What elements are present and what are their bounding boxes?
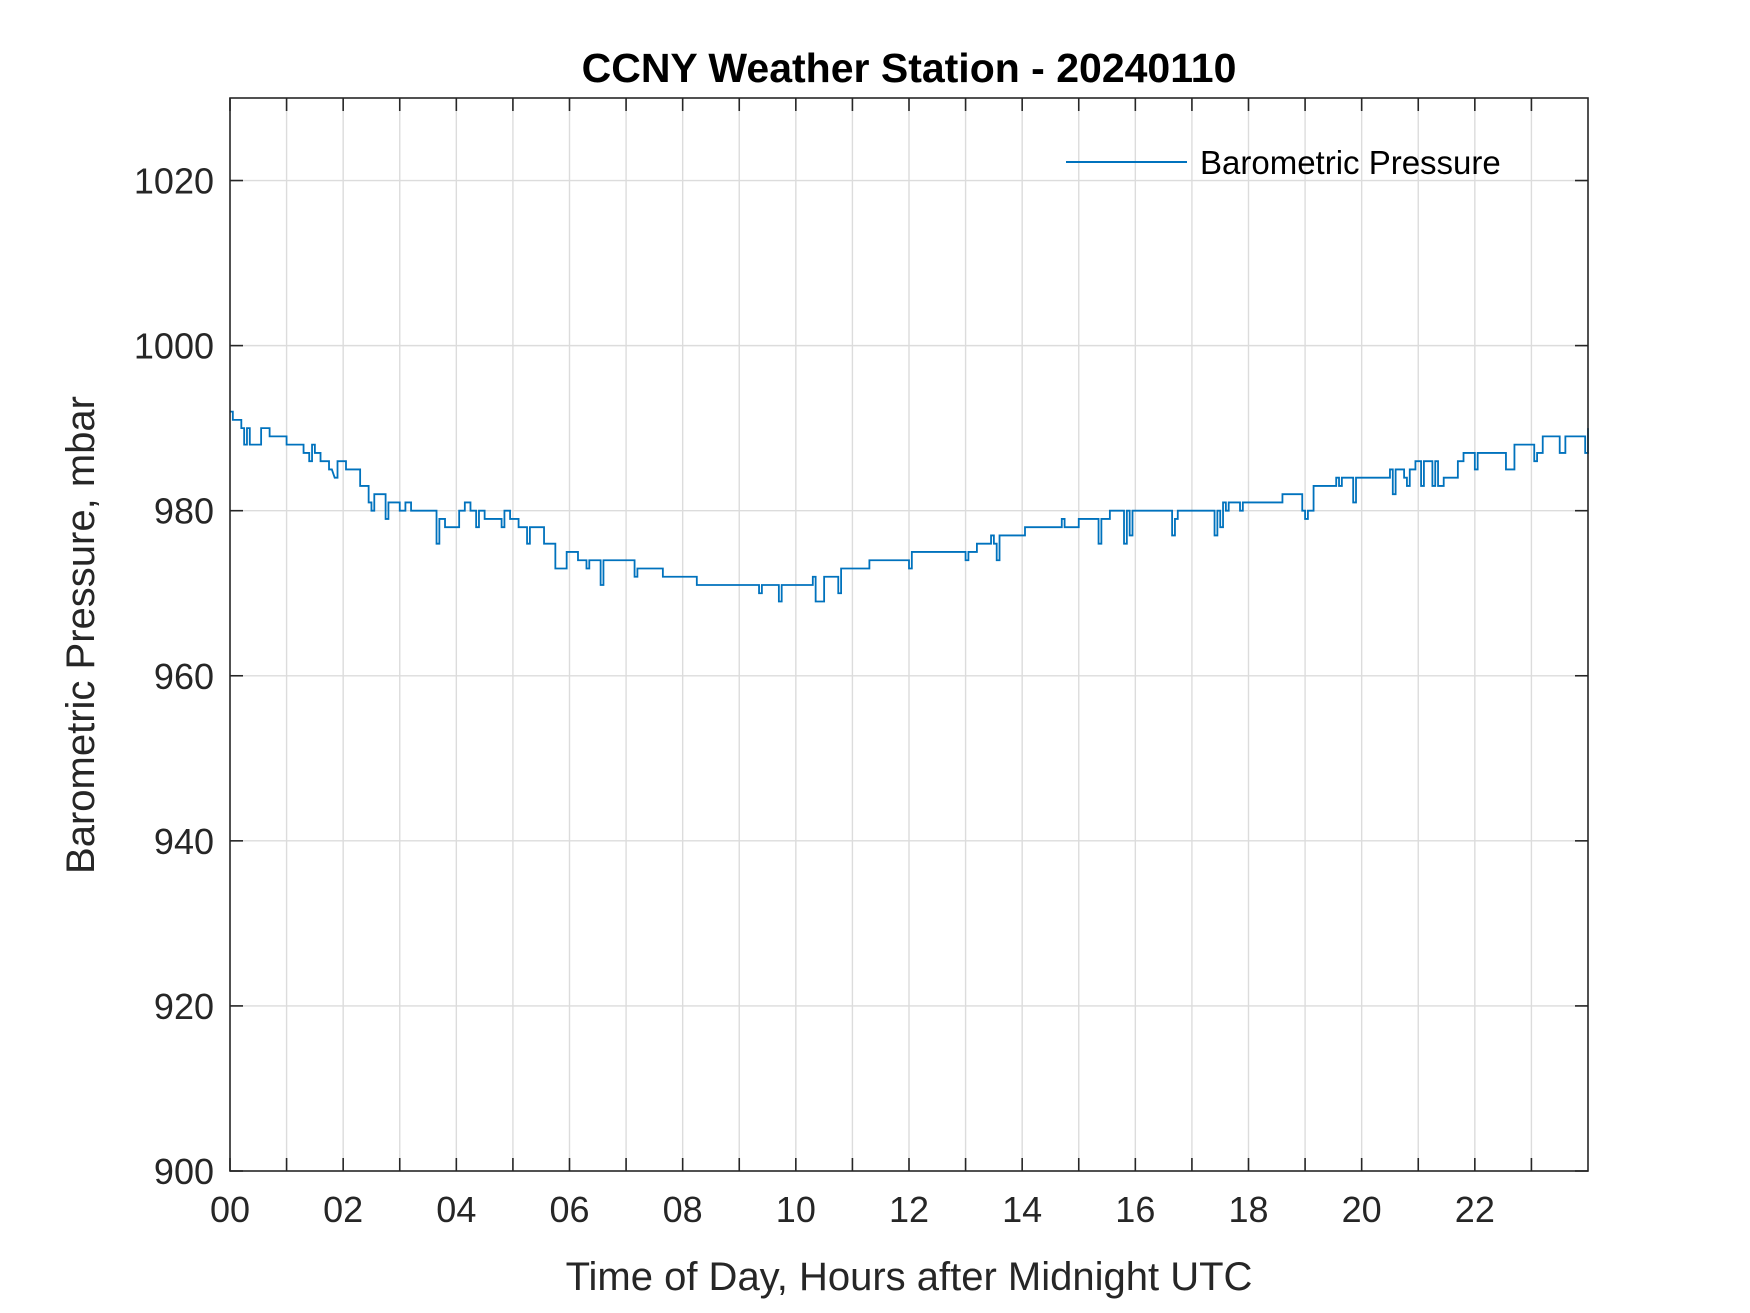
x-tick-label: 16 [1115, 1189, 1155, 1230]
x-tick-label: 14 [1002, 1189, 1042, 1230]
chart-title: CCNY Weather Station - 20240110 [582, 45, 1237, 91]
x-tick-label: 18 [1228, 1189, 1268, 1230]
x-tick-label: 02 [323, 1189, 363, 1230]
x-tick-label: 10 [776, 1189, 816, 1230]
y-tick-label: 920 [154, 986, 214, 1027]
y-tick-label: 940 [154, 821, 214, 862]
y-axis-label: Barometric Pressure, mbar [59, 396, 103, 874]
x-axis-label: Time of Day, Hours after Midnight UTC [566, 1255, 1253, 1299]
ticks: 00 02 04 06 08 10 12 14 16 18 20 22 900 920 940 960 980 1… [134, 98, 1588, 1230]
x-tick-label: 06 [549, 1189, 589, 1230]
x-tick-label: 08 [663, 1189, 703, 1230]
grid [230, 98, 1588, 1171]
x-tick-label: 04 [436, 1189, 476, 1230]
y-tick-label: 900 [154, 1151, 214, 1192]
y-tick-label: 980 [154, 491, 214, 532]
legend: Barometric Pressure [1066, 144, 1501, 181]
series-layer [230, 410, 1589, 603]
y-tick-label: 960 [154, 656, 214, 697]
y-tick-label: 1000 [134, 326, 214, 367]
x-tick-label: 22 [1455, 1189, 1495, 1230]
x-tick-label: 00 [210, 1189, 250, 1230]
series-line-barometric-pressure [230, 410, 1589, 603]
x-tick-label: 12 [889, 1189, 929, 1230]
y-tick-label: 1020 [134, 161, 214, 202]
legend-label-barometric-pressure: Barometric Pressure [1200, 144, 1501, 181]
x-tick-label: 20 [1342, 1189, 1382, 1230]
